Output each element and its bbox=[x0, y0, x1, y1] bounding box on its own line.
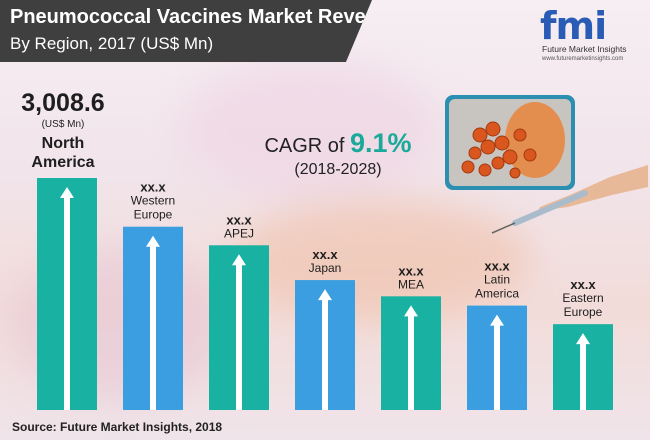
cagr-value: 9.1% bbox=[350, 128, 412, 158]
cagr-line: CAGR of 9.1% bbox=[263, 128, 413, 159]
value-label-0: 3,008.6 bbox=[21, 89, 104, 117]
source-note: Source: Future Market Insights, 2018 bbox=[12, 420, 223, 434]
unit-label: (US$ Mn) bbox=[42, 119, 85, 130]
category-label-5: Latin bbox=[484, 273, 510, 287]
category-label-0: North bbox=[42, 135, 85, 152]
bar-arrow-4 bbox=[404, 305, 418, 317]
bar-marker-4 bbox=[408, 314, 414, 410]
value-label-3: xx.x bbox=[312, 247, 338, 262]
value-label-4: xx.x bbox=[398, 263, 424, 278]
syringe-icon bbox=[512, 190, 588, 226]
category-label-0: America bbox=[31, 154, 94, 171]
category-label-3: Japan bbox=[309, 261, 342, 275]
bacteria-cluster bbox=[461, 121, 537, 179]
background-blob bbox=[230, 200, 530, 320]
chart-title: Pneumococcal Vaccines Market Revenue bbox=[10, 6, 402, 28]
bar-marker-6 bbox=[580, 342, 586, 410]
category-label-4: MEA bbox=[398, 277, 424, 291]
category-label-5: America bbox=[475, 287, 519, 301]
category-label-6: Europe bbox=[564, 305, 603, 319]
value-label-1: xx.x bbox=[140, 180, 166, 195]
title-banner: Pneumococcal Vaccines Market Revenue By … bbox=[0, 0, 372, 62]
bar-arrow-5 bbox=[490, 314, 504, 326]
value-label-6: xx.x bbox=[570, 277, 596, 292]
bar-marker-2 bbox=[236, 263, 242, 410]
bar-arrow-1 bbox=[146, 235, 160, 247]
needle-icon bbox=[491, 222, 516, 234]
category-label-6: Eastern bbox=[562, 291, 603, 305]
lung-shape bbox=[505, 102, 565, 178]
logo-url: www.futuremarketinsights.com bbox=[542, 56, 624, 62]
chart-subtitle: By Region, 2017 (US$ Mn) bbox=[10, 34, 214, 53]
cagr-callout: CAGR of 9.1% (2018-2028) bbox=[263, 128, 413, 179]
bar-arrow-6 bbox=[576, 333, 590, 345]
category-label-1: Europe bbox=[134, 208, 173, 222]
logo-letters: fmi bbox=[540, 4, 607, 48]
vaccine-illustration bbox=[445, 95, 648, 234]
cagr-prefix: CAGR of bbox=[264, 135, 351, 157]
cagr-period: (2018-2028) bbox=[294, 161, 382, 178]
bar-arrow-2 bbox=[232, 254, 246, 266]
category-label-2: APEJ bbox=[224, 226, 254, 240]
bar-marker-0 bbox=[64, 196, 70, 410]
value-label-2: xx.x bbox=[226, 212, 252, 227]
bar-marker-3 bbox=[322, 298, 328, 410]
bar-arrow-0 bbox=[60, 187, 74, 198]
bar-marker-5 bbox=[494, 323, 500, 410]
logo-company-name: Future Market Insights bbox=[542, 44, 627, 54]
fmi-logo: fmi Future Market Insights www.futuremar… bbox=[540, 4, 646, 66]
value-label-5: xx.x bbox=[484, 259, 510, 274]
category-label-1: Western bbox=[131, 194, 175, 208]
bar-marker-1 bbox=[150, 244, 156, 410]
background-blob bbox=[180, 60, 440, 200]
bar-arrow-3 bbox=[318, 289, 332, 301]
